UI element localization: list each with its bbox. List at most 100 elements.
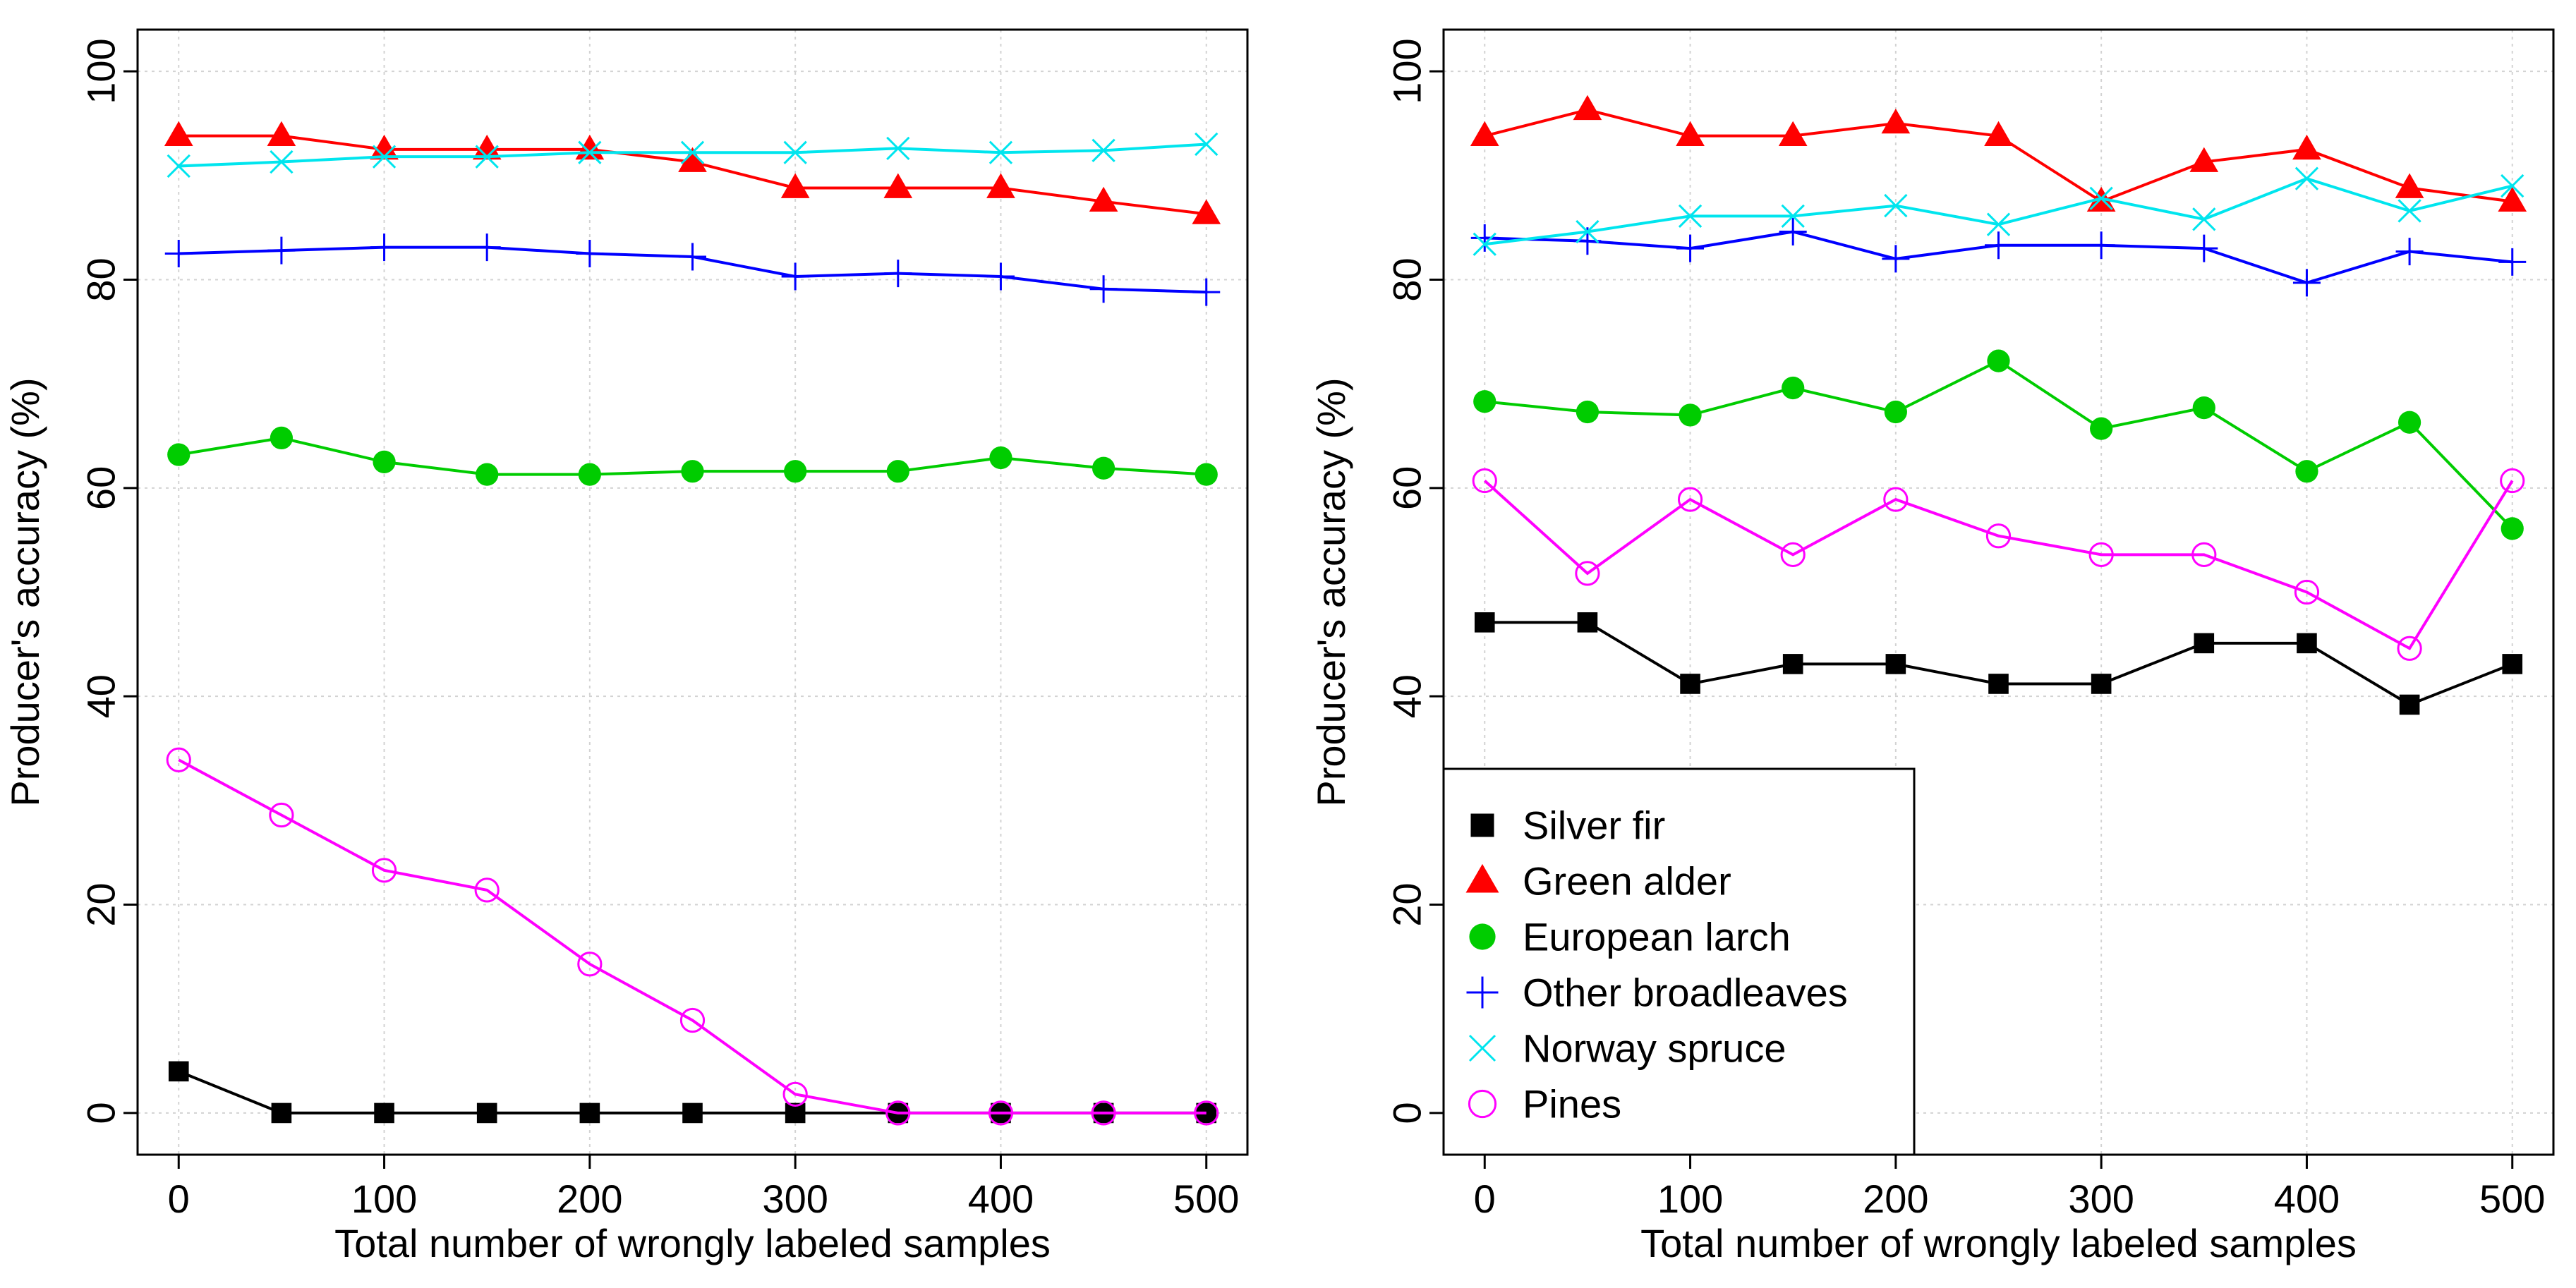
- left-series-other-broadleaves: [164, 233, 1221, 306]
- left-point-other-broadleaves-450: [1089, 275, 1118, 303]
- legend-symbol-norway-spruce: [1468, 1034, 1496, 1062]
- left-point-norway-spruce-350: [886, 136, 910, 161]
- right-point-european-larch-500: [2501, 517, 2524, 540]
- right-series-european-larch: [1473, 349, 2524, 540]
- right-point-silver-fir-0: [1474, 612, 1495, 633]
- right-point-green-alder-350: [2189, 147, 2219, 172]
- left-point-european-larch-400: [989, 446, 1012, 470]
- left-point-other-broadleaves-500: [1192, 278, 1221, 306]
- right-point-other-broadleaves-350: [2190, 234, 2218, 262]
- left-y-tick-label-40: 40: [79, 674, 123, 718]
- legend-marker-green-alder: [1465, 863, 1499, 893]
- left-point-pines-400: [988, 1100, 1014, 1126]
- right-point-silver-fir-250: [1988, 674, 2009, 694]
- left-x-tick-label-200: 200: [557, 1177, 622, 1221]
- left-point-norway-spruce-50: [270, 150, 294, 174]
- right-point-norway-spruce-400: [2294, 166, 2319, 190]
- legend-symbol-silver-fir: [1470, 813, 1494, 837]
- left-x-tick-label-0: 0: [168, 1177, 190, 1221]
- right-x-tick-label-500: 500: [2479, 1177, 2545, 1221]
- left-point-norway-spruce-300: [783, 140, 807, 164]
- left-point-norway-spruce-0: [167, 154, 191, 178]
- legend-box: [1442, 767, 1916, 1156]
- right-point-other-broadleaves-450: [2395, 238, 2424, 266]
- left-point-silver-fir-150: [476, 1102, 497, 1124]
- left-x-tick-label-300: 300: [762, 1177, 828, 1221]
- right-point-pines-300: [2088, 542, 2114, 567]
- right-point-pines-50: [1575, 561, 1600, 586]
- right-point-silver-fir-100: [1680, 674, 1700, 694]
- right-panel: 0 100 200 300 400 500 0 20 40 60 80 100 Total numbe…: [1309, 28, 2555, 1265]
- legend-items: Silver fir Green alder European larch Ot…: [1465, 803, 1848, 1126]
- left-point-pines-0: [166, 747, 191, 772]
- right-point-green-alder-0: [1470, 121, 1499, 146]
- left-panel: 0 100 200 300 400 500 0 20 40 60 80 100 Total numbe…: [3, 28, 1249, 1265]
- left-y-tick-label-80: 80: [79, 257, 123, 301]
- left-point-other-broadleaves-200: [576, 240, 604, 268]
- right-point-norway-spruce-500: [2501, 174, 2524, 198]
- legend-item-norway-spruce: Norway spruce: [1468, 1026, 1786, 1071]
- left-point-green-alder-50: [267, 121, 296, 146]
- legend-label-norway-spruce: Norway spruce: [1523, 1026, 1786, 1071]
- right-y-tick-label-100: 100: [1385, 38, 1429, 104]
- left-point-green-alder-400: [986, 173, 1015, 198]
- right-point-silver-fir-200: [1885, 654, 1906, 674]
- left-point-norway-spruce-250: [680, 140, 705, 164]
- right-point-silver-fir-300: [2091, 674, 2112, 694]
- right-point-green-alder-100: [1676, 121, 1705, 146]
- right-y-tick-label-80: 80: [1385, 257, 1429, 301]
- right-point-green-alder-150: [1778, 121, 1808, 146]
- right-point-norway-spruce-200: [1884, 193, 1908, 218]
- left-point-green-alder-250: [678, 147, 707, 172]
- left-point-other-broadleaves-300: [781, 262, 809, 291]
- right-x-tick-label-300: 300: [2068, 1177, 2134, 1221]
- left-point-norway-spruce-150: [475, 145, 499, 169]
- legend-label-green-alder: Green alder: [1523, 859, 1731, 904]
- left-point-silver-fir-50: [271, 1102, 292, 1124]
- right-ticks: 0 100 200 300 400 500 0 20 40 60 80 100: [1385, 38, 2546, 1221]
- left-series-pines: [166, 747, 1219, 1126]
- right-point-green-alder-450: [2395, 173, 2424, 198]
- right-point-other-broadleaves-400: [2292, 269, 2321, 297]
- left-point-other-broadleaves-100: [370, 233, 399, 262]
- right-y-tick-label-20: 20: [1385, 882, 1429, 926]
- legend-item-silver-fir: Silver fir: [1470, 803, 1665, 848]
- right-x-axis-label: Total number of wrongly labeled samples: [1640, 1221, 2357, 1265]
- left-point-pines-50: [269, 802, 294, 828]
- right-point-pines-400: [2294, 579, 2320, 605]
- right-series-green-alder: [1470, 95, 2527, 212]
- right-point-silver-fir-150: [1782, 654, 1803, 674]
- left-point-pines-200: [577, 952, 603, 977]
- left-y-tick-label-0: 0: [79, 1102, 123, 1124]
- left-point-green-alder-300: [780, 173, 810, 198]
- left-point-european-larch-250: [681, 460, 704, 483]
- right-plot-frame: [1442, 28, 2555, 1156]
- left-point-pines-250: [679, 1007, 706, 1033]
- left-point-other-broadleaves-50: [267, 236, 296, 265]
- left-point-other-broadleaves-250: [679, 243, 706, 271]
- legend-item-other-broadleaves: Other broadleaves: [1466, 971, 1848, 1015]
- right-point-pines-200: [1883, 487, 1909, 512]
- left-point-pines-450: [1091, 1100, 1116, 1126]
- left-point-green-alder-150: [472, 134, 502, 160]
- left-point-european-larch-50: [270, 426, 294, 450]
- legend-label-pines: Pines: [1523, 1082, 1621, 1126]
- left-point-european-larch-200: [578, 463, 601, 486]
- right-point-silver-fir-400: [2297, 633, 2317, 654]
- right-point-norway-spruce-350: [2192, 207, 2216, 231]
- left-series-green-alder: [164, 121, 1221, 224]
- legend-marker-norway-spruce: [1468, 1034, 1496, 1062]
- right-y-axis-label: Producer's accuracy (%): [1309, 377, 1353, 806]
- left-series-norway-spruce: [167, 132, 1219, 178]
- left-point-green-alder-450: [1089, 186, 1118, 212]
- right-series-layer: [1470, 95, 2527, 715]
- legend-marker-european-larch: [1469, 923, 1496, 950]
- right-point-other-broadleaves-500: [2498, 248, 2527, 276]
- right-point-european-larch-100: [1679, 403, 1702, 427]
- right-point-other-broadleaves-0: [1470, 224, 1499, 252]
- left-x-axis-label: Total number of wrongly labeled samples: [334, 1221, 1051, 1265]
- right-point-norway-spruce-50: [1576, 219, 1600, 244]
- right-point-other-broadleaves-100: [1676, 234, 1705, 262]
- legend-label-silver-fir: Silver fir: [1523, 803, 1665, 848]
- left-point-green-alder-0: [164, 121, 193, 146]
